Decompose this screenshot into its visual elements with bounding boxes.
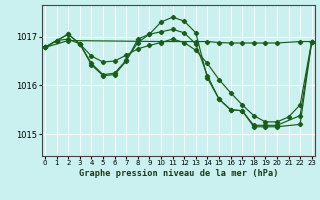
X-axis label: Graphe pression niveau de la mer (hPa): Graphe pression niveau de la mer (hPa) — [79, 169, 278, 178]
